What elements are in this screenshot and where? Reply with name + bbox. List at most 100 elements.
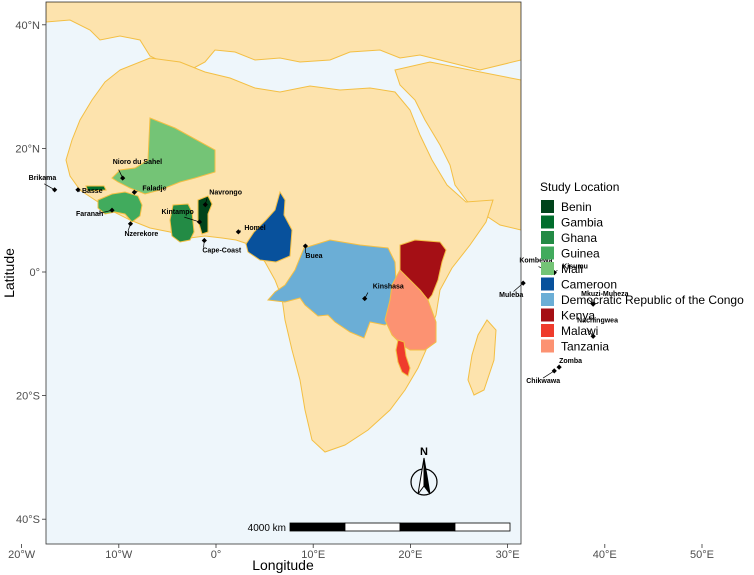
x-tick-label: 0° — [211, 549, 222, 561]
site-marker — [520, 280, 526, 286]
site-marker — [52, 187, 58, 193]
site-marker — [75, 187, 81, 193]
tanzania-region — [384, 269, 437, 351]
legend-swatch — [541, 308, 554, 322]
site-label: Mkuzi-Muheza — [581, 291, 629, 298]
site-label: Nzerekore — [124, 231, 158, 238]
legend-label: Tanzania — [561, 340, 609, 354]
study-sites: Brikama Basse Nioro du Sahel Faladje Faranah… — [29, 159, 629, 385]
guinea-region — [97, 191, 143, 223]
middle-east-landmass — [394, 61, 521, 231]
site-label: Nachingwea — [577, 317, 618, 324]
scale-bar: 4000 km — [248, 522, 511, 534]
legend-label: Kenya — [561, 309, 595, 323]
axes: 20°W 10°W 0° 10°E 20°E 30°E 40°E 50°E 40°N 20°N 0°… — [8, 20, 714, 561]
legend-swatch — [541, 324, 554, 337]
x-tick-label: 50°E — [690, 549, 714, 561]
drc-region — [266, 239, 397, 339]
site-label: Faranah — [76, 211, 103, 218]
legend-title: Study Location — [540, 180, 619, 194]
legend-label: Benin — [561, 200, 592, 214]
y-tick-label: 40°S — [16, 514, 40, 526]
site-marker — [131, 189, 137, 195]
y-tick-label: 20°N — [15, 143, 40, 155]
site-label: Nioro du Sahel — [113, 159, 162, 166]
x-tick-label: 20°W — [8, 549, 36, 561]
y-tick-label: 0° — [29, 267, 40, 279]
x-tick-label: 30°E — [496, 549, 520, 561]
cameroon-region — [245, 190, 293, 263]
legend-swatch — [541, 339, 554, 353]
site-label: Muleba — [499, 292, 523, 299]
site-label: Faladje — [142, 185, 166, 192]
site-label: Chikwawa — [526, 378, 560, 385]
scale-segment-3 — [399, 522, 456, 532]
legend-label: Guinea — [561, 247, 600, 261]
scale-segment-1 — [289, 522, 346, 532]
site-label: Kintampo — [161, 209, 193, 216]
site-leader-line — [184, 216, 200, 223]
site-marker — [235, 229, 241, 235]
site-label: Kombewa — [519, 258, 552, 265]
site-marker — [556, 364, 562, 370]
panel-border — [45, 1, 522, 545]
madagascar-landmass — [467, 319, 497, 396]
site-marker — [362, 295, 368, 302]
site-leader-line — [97, 209, 113, 215]
y-tick-label: 20°S — [16, 391, 40, 403]
x-tick-label: 10°W — [105, 549, 133, 561]
y-tick-label: 40°N — [15, 20, 40, 32]
legend-label: Malawi — [561, 324, 598, 338]
site-marker — [551, 368, 557, 374]
site-label: Kisumu — [562, 264, 588, 271]
legend-label: Democratic Republic of the Congo — [561, 293, 744, 307]
scale-bar-label: 4000 km — [248, 523, 286, 534]
north-arrow: N — [410, 446, 438, 496]
legend-swatch — [541, 277, 554, 291]
site-label: Kinshasa — [373, 284, 404, 291]
ghana-region — [169, 203, 195, 243]
site-leader-line — [513, 282, 524, 292]
site-label: Homel — [244, 225, 265, 232]
y-axis-title: Latitude — [1, 248, 17, 298]
site-label: Buea — [305, 253, 322, 260]
site-marker — [590, 333, 596, 339]
gambia-region — [85, 185, 107, 192]
scale-segment-4 — [454, 522, 511, 532]
legend-swatch — [541, 231, 554, 244]
legend-swatch — [541, 246, 554, 260]
site-marker — [302, 243, 309, 249]
x-axis-title: Longitude — [252, 557, 314, 573]
legend: Study Location BeninGambiaGhanaGuineaMal… — [540, 180, 744, 354]
site-marker — [109, 207, 115, 213]
x-tick-label: 10°E — [301, 549, 325, 561]
site-label: Zomba — [559, 358, 582, 365]
site-leader-line — [542, 370, 555, 379]
x-tick-label: 40°E — [593, 549, 617, 561]
legend-swatch — [541, 262, 554, 275]
legend-swatch — [541, 200, 554, 213]
mali-region — [111, 117, 216, 195]
legend-swatch — [541, 293, 554, 306]
malawi-region — [395, 339, 411, 377]
europe-landmass — [46, 2, 521, 71]
site-marker — [202, 202, 208, 208]
site-marker — [127, 221, 134, 227]
x-tick-label: 20°E — [398, 549, 422, 561]
site-label: Cape-Coast — [202, 247, 242, 254]
site-label: Navrongo — [209, 190, 242, 197]
legend-swatch — [541, 215, 554, 229]
legend-label: Gambia — [561, 216, 603, 230]
scale-segment-2 — [344, 522, 401, 532]
site-label: Brikama — [29, 175, 57, 182]
legend-label: Ghana — [561, 231, 597, 245]
north-label: N — [420, 446, 428, 458]
site-marker — [201, 237, 207, 244]
site-marker — [590, 301, 596, 307]
site-marker — [196, 219, 203, 225]
legend-label: Cameroon — [561, 278, 617, 292]
legend-label: Mali — [561, 262, 583, 276]
site-label: Basse — [82, 188, 103, 195]
site-marker — [120, 175, 126, 181]
